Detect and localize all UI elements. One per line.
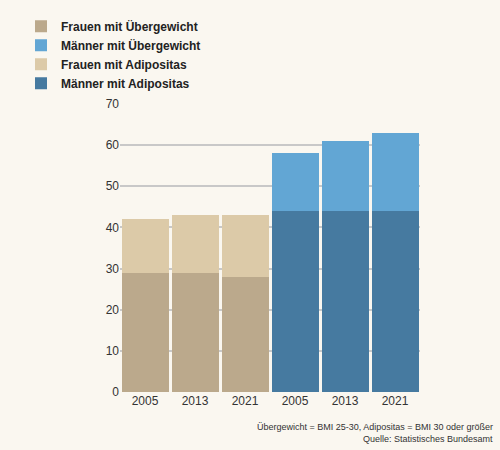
svg-text:2013: 2013	[332, 394, 359, 408]
svg-text:Frauen mit Adipositas: Frauen mit Adipositas	[61, 58, 187, 72]
svg-text:2005: 2005	[282, 394, 309, 408]
svg-text:30: 30	[106, 262, 120, 276]
svg-text:Übergewicht = BMI 25-30, Adipo: Übergewicht = BMI 25-30, Adipositas = BM…	[257, 422, 493, 432]
svg-text:2021: 2021	[232, 394, 259, 408]
svg-text:Männer mit Übergewicht: Männer mit Übergewicht	[61, 38, 200, 53]
svg-text:50: 50	[106, 179, 120, 193]
svg-text:2005: 2005	[132, 394, 159, 408]
svg-text:Männer mit Adipositas: Männer mit Adipositas	[61, 77, 190, 91]
svg-text:Frauen mit Übergewicht: Frauen mit Übergewicht	[61, 19, 198, 34]
svg-text:0: 0	[112, 385, 119, 399]
svg-text:20: 20	[106, 303, 120, 317]
svg-text:2021: 2021	[382, 394, 409, 408]
svg-text:60: 60	[106, 138, 120, 152]
svg-text:10: 10	[106, 344, 120, 358]
svg-text:2013: 2013	[182, 394, 209, 408]
svg-text:70: 70	[106, 97, 120, 111]
svg-text:Quelle: Statistisches Bundesam: Quelle: Statistisches Bundesamt	[363, 434, 493, 444]
svg-text:40: 40	[106, 221, 120, 235]
